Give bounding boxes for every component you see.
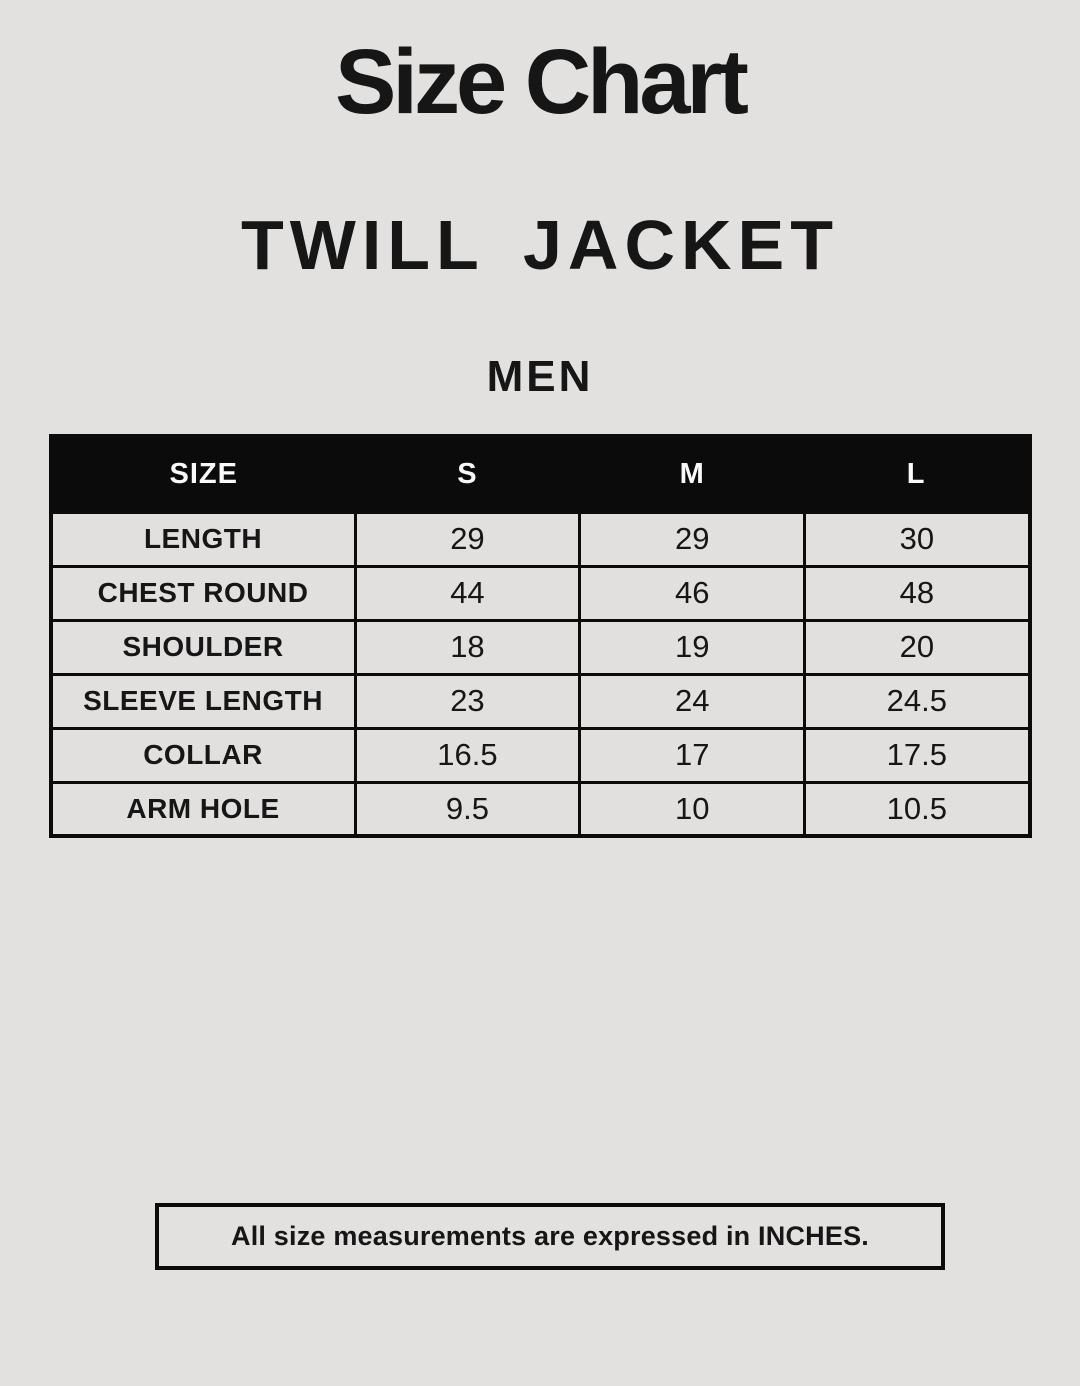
table-row-shoulder: SHOULDER 18 19 20 bbox=[49, 618, 1031, 676]
column-header-s: S bbox=[355, 436, 580, 512]
cell-value: 29 bbox=[353, 510, 582, 568]
row-label: ARM HOLE bbox=[49, 780, 357, 838]
cell-value: 24 bbox=[578, 672, 807, 730]
table-header-row: SIZE S M L bbox=[50, 436, 1030, 512]
table-row-arm-hole: ARM HOLE 9.5 10 10.5 bbox=[49, 780, 1031, 838]
column-header-l: L bbox=[804, 436, 1030, 512]
size-chart-page: Size Chart TWILL JACKET MEN SIZE S M L L… bbox=[0, 36, 1080, 1386]
cell-value: 48 bbox=[803, 564, 1031, 622]
note-text: All size measurements are expressed in I… bbox=[231, 1221, 869, 1251]
cell-value: 10.5 bbox=[803, 780, 1031, 838]
cell-value: 23 bbox=[353, 672, 582, 730]
row-label: SHOULDER bbox=[49, 618, 357, 676]
cell-value: 44 bbox=[353, 564, 582, 622]
cell-value: 9.5 bbox=[353, 780, 582, 838]
cell-value: 20 bbox=[803, 618, 1031, 676]
row-label: LENGTH bbox=[49, 510, 357, 568]
cell-value: 17 bbox=[578, 726, 807, 784]
row-label: SLEEVE LENGTH bbox=[49, 672, 357, 730]
cell-value: 17.5 bbox=[803, 726, 1031, 784]
gender-label: MEN bbox=[486, 352, 594, 401]
row-label: CHEST ROUND bbox=[49, 564, 357, 622]
note-box: All size measurements are expressed in I… bbox=[155, 1203, 945, 1270]
column-header-size: SIZE bbox=[50, 436, 356, 512]
cell-value: 19 bbox=[578, 618, 807, 676]
cell-value: 46 bbox=[578, 564, 807, 622]
column-header-m: M bbox=[579, 436, 805, 512]
cell-value: 24.5 bbox=[803, 672, 1031, 730]
cell-value: 18 bbox=[353, 618, 582, 676]
size-table: SIZE S M L LENGTH 29 29 30 CHEST ROUND 4… bbox=[48, 434, 1032, 838]
cell-value: 30 bbox=[803, 510, 1031, 568]
row-label: COLLAR bbox=[49, 726, 357, 784]
table-row-collar: COLLAR 16.5 17 17.5 bbox=[49, 726, 1031, 784]
cell-value: 29 bbox=[578, 510, 807, 568]
cell-value: 10 bbox=[578, 780, 807, 838]
product-name: TWILL JACKET bbox=[240, 206, 839, 284]
table-row-chest-round: CHEST ROUND 44 46 48 bbox=[49, 564, 1031, 622]
table-row-length: LENGTH 29 29 30 bbox=[49, 510, 1031, 568]
page-title: Size Chart bbox=[335, 31, 749, 133]
table-row-sleeve-length: SLEEVE LENGTH 23 24 24.5 bbox=[49, 672, 1031, 730]
cell-value: 16.5 bbox=[353, 726, 582, 784]
